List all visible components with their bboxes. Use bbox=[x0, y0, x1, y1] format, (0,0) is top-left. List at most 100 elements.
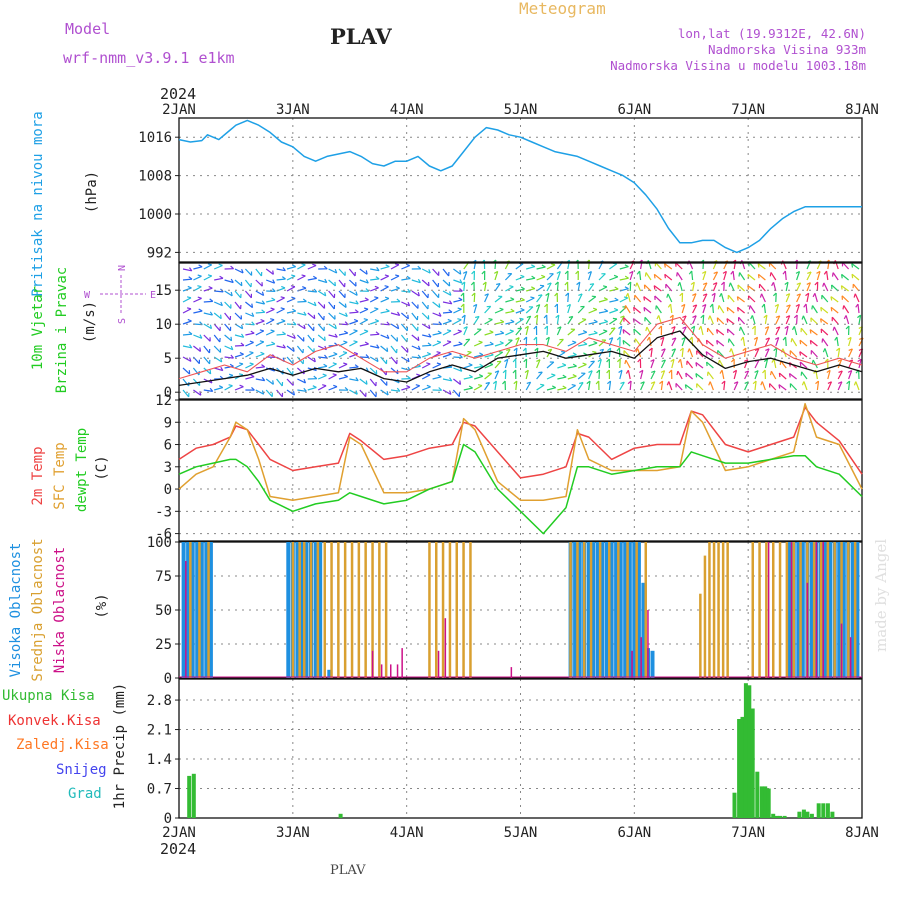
wind-barb-tick bbox=[506, 348, 511, 351]
wind-barb bbox=[739, 272, 746, 281]
wind-barb bbox=[504, 348, 511, 358]
wind-barb-tick bbox=[417, 354, 422, 359]
wind-barb-tick bbox=[209, 311, 213, 316]
wind-barb-tick bbox=[650, 381, 656, 384]
wind-barb bbox=[654, 295, 662, 303]
wind-barb bbox=[390, 389, 400, 392]
wind-barb-tick bbox=[386, 391, 389, 396]
wind-barb bbox=[577, 293, 583, 303]
wind-barb-tick bbox=[730, 358, 735, 363]
wind-barb bbox=[370, 268, 380, 272]
wind-barb-tick bbox=[355, 377, 359, 382]
wind-barb-tick bbox=[428, 324, 431, 329]
wind-barb-tick bbox=[840, 285, 843, 290]
wind-barb bbox=[400, 323, 408, 332]
wind-barb bbox=[182, 389, 190, 398]
wind-barb bbox=[307, 290, 317, 293]
wind-barb-tick bbox=[655, 305, 657, 310]
wind-barb-tick bbox=[281, 276, 286, 280]
wind-barb-tick bbox=[582, 330, 588, 333]
mid-cloud-bar bbox=[826, 542, 830, 678]
wind-barb bbox=[234, 290, 242, 299]
wind-barb bbox=[841, 273, 849, 281]
wind-barb bbox=[265, 279, 275, 284]
wind-barb bbox=[203, 323, 212, 330]
wind-barb-tick bbox=[261, 291, 265, 296]
wind-barb bbox=[255, 341, 265, 347]
wind-barb-tick bbox=[510, 297, 515, 300]
wind-barb-tick bbox=[292, 391, 295, 396]
wind-barb bbox=[806, 271, 812, 281]
wind-barb-tick bbox=[324, 291, 327, 297]
wind-barb bbox=[369, 308, 379, 314]
wind-barb bbox=[349, 301, 359, 305]
wind-barb bbox=[203, 287, 213, 292]
wind-barb bbox=[629, 380, 632, 391]
temp-unit-label: (C) bbox=[94, 455, 110, 480]
wind-barb bbox=[536, 266, 546, 270]
wind-barb-tick bbox=[290, 285, 296, 288]
wind-barb bbox=[768, 262, 777, 270]
wind-barb-tick bbox=[612, 317, 617, 320]
wind-barb-tick bbox=[836, 347, 840, 352]
wind-barb bbox=[390, 345, 398, 354]
wind-barb bbox=[380, 297, 390, 303]
wind-barb-tick bbox=[687, 348, 690, 353]
x-tick-label-bottom: 3JAN bbox=[276, 825, 310, 841]
wind-barb bbox=[390, 287, 400, 292]
precip-bar bbox=[338, 813, 343, 818]
wind-barb bbox=[598, 273, 606, 281]
wind-barb bbox=[307, 323, 315, 332]
wind-barb bbox=[193, 334, 203, 339]
wind-barb-tick bbox=[449, 377, 453, 382]
wind-barb-tick bbox=[807, 271, 812, 274]
wind-barb bbox=[380, 378, 388, 386]
wind-barb-tick bbox=[633, 307, 635, 312]
wind-barb bbox=[727, 294, 735, 303]
wind-barb-tick bbox=[428, 269, 431, 274]
mid-cloud-bar bbox=[291, 542, 295, 678]
mid-cloud-bar bbox=[207, 542, 210, 678]
wind-barb bbox=[213, 312, 222, 320]
wind-barb-tick bbox=[564, 270, 569, 275]
wind-barb bbox=[668, 381, 673, 391]
wind-barb-tick bbox=[313, 301, 317, 306]
high-cloud-bar bbox=[595, 542, 600, 678]
wind-barb-tick bbox=[282, 331, 286, 335]
wind-barb bbox=[203, 334, 211, 342]
wind-barb bbox=[837, 381, 843, 391]
wind-barb-tick bbox=[572, 340, 577, 343]
x-tick-label-top: 7JAN bbox=[731, 102, 765, 118]
wind-barb bbox=[349, 311, 359, 314]
wind-barb-tick bbox=[774, 336, 779, 340]
wind-barb bbox=[328, 334, 338, 338]
wind-barb bbox=[421, 323, 431, 330]
wind-barb bbox=[515, 263, 524, 270]
wind-barb bbox=[567, 316, 574, 325]
wind-barb-tick bbox=[426, 362, 431, 365]
wind-barb-tick bbox=[344, 303, 347, 308]
high-cloud-bar bbox=[614, 542, 619, 678]
wind-barb bbox=[608, 348, 612, 358]
mid-cloud-bar bbox=[371, 542, 374, 678]
wind-barb-tick bbox=[512, 358, 517, 363]
wind-barb-tick bbox=[796, 293, 801, 296]
wind-barb-tick bbox=[220, 301, 223, 306]
wind-barb-tick bbox=[830, 307, 833, 312]
wind-barb-tick bbox=[504, 358, 509, 363]
wind-barb bbox=[463, 351, 472, 358]
wind-barb-tick bbox=[855, 303, 859, 308]
wind-barb-tick bbox=[624, 359, 627, 365]
wind-barb bbox=[484, 305, 492, 314]
wind-barb-tick bbox=[463, 326, 468, 329]
y-tick-label: 9 bbox=[164, 415, 172, 431]
dewpt-axis-label: dewpt Temp bbox=[74, 428, 90, 512]
wind-gust-line bbox=[178, 316, 863, 380]
wind-barb bbox=[681, 348, 684, 358]
wind-barb-tick bbox=[239, 352, 244, 355]
compass-rose: N W E S bbox=[84, 265, 156, 324]
wind-barb bbox=[463, 376, 473, 380]
wind-barb-tick bbox=[853, 293, 856, 298]
wind-barb-tick bbox=[500, 330, 505, 334]
wind-barb-tick bbox=[280, 307, 285, 310]
